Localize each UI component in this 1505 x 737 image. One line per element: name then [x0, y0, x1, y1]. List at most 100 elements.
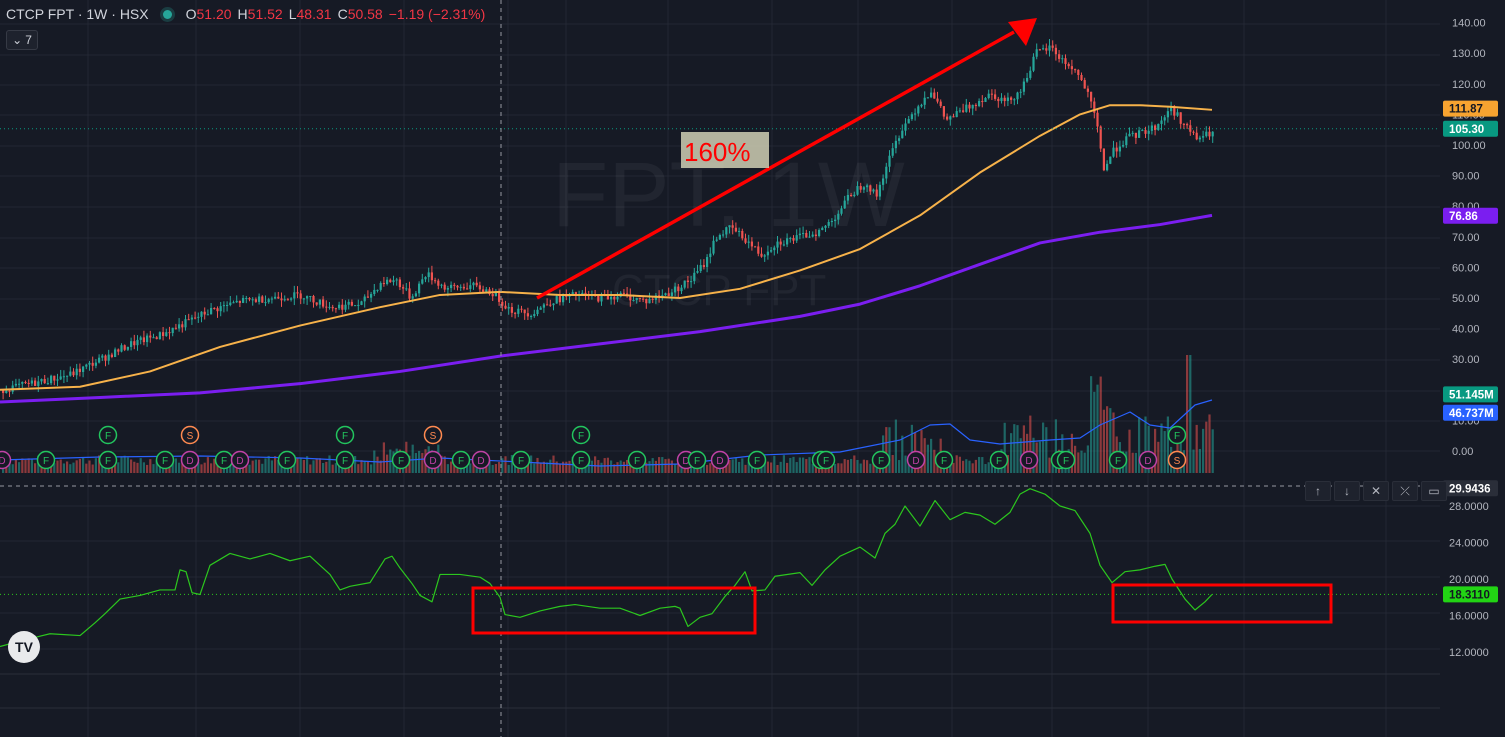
volume-bar	[923, 438, 926, 473]
candle-body	[136, 339, 139, 346]
candle-body	[725, 227, 728, 235]
candle-body	[267, 299, 270, 303]
event-marker: D	[1138, 450, 1158, 470]
candle-body	[917, 106, 920, 114]
candle-body	[130, 341, 133, 347]
candle-body	[773, 247, 776, 251]
candle-body	[520, 308, 523, 310]
indicator-axis-label-bg	[1443, 586, 1498, 603]
event-marker-circle	[98, 450, 118, 470]
price-axis-label: 105.30	[1449, 124, 1484, 136]
candle-body	[757, 246, 760, 254]
volume-bar	[568, 460, 571, 473]
event-marker-letter: S	[1174, 456, 1181, 467]
maximize-icon[interactable]: ▭	[1421, 481, 1447, 501]
volume-bar	[760, 463, 763, 473]
candle-body	[677, 286, 680, 292]
candle-body	[738, 230, 741, 232]
volume-bar	[981, 457, 984, 473]
event-marker: F	[871, 450, 891, 470]
candle-body	[270, 298, 273, 300]
ma-short-line	[0, 104, 1213, 391]
volume-bar	[744, 464, 747, 473]
volume-bar	[117, 462, 120, 473]
symbol-label[interactable]: CTCP FPT · 1W · HSX	[6, 6, 149, 22]
candle-body	[338, 304, 341, 309]
candle-body	[162, 332, 165, 336]
event-marker-circle	[571, 450, 591, 470]
event-marker-letter: D	[186, 456, 193, 467]
volume-bar	[587, 462, 590, 473]
candle-body	[517, 308, 520, 314]
volume-bar	[792, 456, 795, 473]
volume-bar	[1147, 425, 1150, 473]
candle-body	[482, 289, 485, 292]
volume-bar	[139, 458, 142, 473]
candle-body	[814, 234, 817, 237]
move-up-icon[interactable]: ↑	[1305, 481, 1331, 501]
candle-body	[302, 298, 305, 300]
candle-body	[331, 306, 334, 309]
candle-body	[1154, 125, 1157, 130]
candle-body	[1016, 92, 1019, 100]
volume-bar	[1192, 449, 1195, 473]
candle-body	[66, 375, 69, 377]
candle-body	[98, 357, 101, 363]
volume-bar	[1205, 421, 1208, 473]
candle-body	[1115, 147, 1118, 152]
volume-bar	[72, 462, 75, 473]
tradingview-logo-icon[interactable]: TV	[8, 631, 40, 663]
candle-body	[248, 297, 251, 300]
candle-body	[1093, 101, 1096, 113]
candle-body	[901, 130, 904, 139]
volume-bar	[123, 455, 126, 473]
candle-body	[453, 284, 456, 286]
volume-bar	[1144, 416, 1147, 473]
candle-body	[373, 289, 376, 295]
candle-body	[571, 292, 574, 295]
close-icon[interactable]: ✕	[1363, 481, 1389, 501]
event-marker: D	[0, 450, 12, 470]
candle-body	[53, 375, 56, 381]
volume-bar	[136, 462, 139, 473]
collapse-icon[interactable]: ⤫	[1392, 481, 1418, 501]
candle-body	[904, 123, 907, 131]
candle-body	[507, 307, 510, 309]
candle-body	[642, 298, 645, 300]
candle-body	[597, 295, 600, 302]
price-axis-tick: 120.00	[1452, 79, 1486, 91]
candle-body	[702, 265, 705, 267]
event-marker: F	[155, 450, 175, 470]
price-axis-label-bg	[1443, 120, 1498, 137]
candle-body	[626, 293, 629, 295]
candle-body	[194, 317, 197, 319]
event-marker: F	[451, 450, 471, 470]
candle-body	[139, 337, 142, 340]
volume-bar	[302, 459, 305, 473]
volume-bar	[555, 461, 558, 473]
candle-body	[283, 299, 286, 301]
event-marker-letter: F	[342, 431, 348, 442]
volume-bar	[418, 450, 421, 473]
candle-body	[306, 296, 309, 299]
candle-body	[526, 313, 529, 317]
candle-body	[88, 362, 91, 365]
candle-body	[280, 298, 283, 301]
candle-body	[638, 297, 641, 299]
candle-body	[1026, 77, 1029, 82]
candle-body	[683, 280, 686, 288]
volume-bar	[958, 456, 961, 473]
volume-bar	[776, 464, 779, 473]
candle-body	[1038, 49, 1041, 51]
candle-body	[715, 239, 718, 241]
indicators-collapse-button[interactable]: ⌄ 7	[6, 30, 38, 50]
candle-body	[606, 295, 609, 300]
event-marker: F	[1056, 450, 1076, 470]
candle-body	[862, 187, 865, 190]
move-down-icon[interactable]: ↓	[1334, 481, 1360, 501]
candle-body	[216, 308, 219, 312]
event-marker: S	[180, 425, 200, 445]
event-marker-circle	[230, 450, 250, 470]
